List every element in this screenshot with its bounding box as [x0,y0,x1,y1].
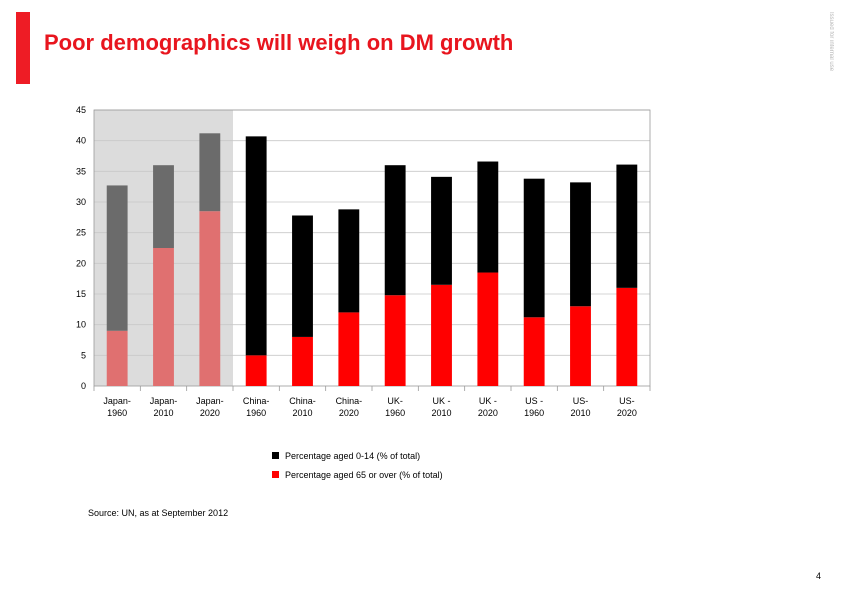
bar-aged-0-14 [570,182,591,307]
x-tick-label: UK - [433,396,451,406]
bar-aged-65-plus [199,211,221,386]
bar-aged-65-plus [477,272,499,386]
y-tick-label: 15 [76,289,86,299]
x-tick-label: 2020 [617,408,637,418]
y-tick-label: 25 [76,228,86,238]
y-tick-label: 20 [76,258,86,268]
bar-aged-0-14 [523,178,545,318]
x-tick-label: 2020 [478,408,498,418]
bar-aged-65-plus [153,248,174,386]
bar-aged-0-14 [245,136,267,356]
bar-aged-0-14 [616,164,638,288]
x-tick-label: 1960 [524,408,544,418]
x-tick-label: 1960 [385,408,405,418]
y-tick-label: 40 [76,136,86,146]
x-tick-label: US- [573,396,589,406]
bar-aged-65-plus [292,336,313,386]
x-tick-label: China- [243,396,270,406]
x-tick-label: UK- [387,396,403,406]
legend-swatch [272,471,279,478]
legend-label: Percentage aged 65 or over (% of total) [285,470,443,480]
bar-aged-65-plus [245,355,267,386]
bar-aged-0-14 [153,165,174,248]
x-tick-label: Japan- [196,396,224,406]
legend-label: Percentage aged 0-14 (% of total) [285,451,420,461]
x-tick-label: US - [525,396,543,406]
y-tick-label: 30 [76,197,86,207]
bars [106,133,638,386]
x-tick-label: Japan- [150,396,178,406]
x-tick-label: China- [336,396,363,406]
bar-aged-0-14 [292,215,313,337]
slide-title: Poor demographics will weigh on DM growt… [44,30,514,55]
y-tick-label: 5 [81,350,86,360]
x-tick-label: China- [289,396,316,406]
x-tick-label: 2020 [339,408,359,418]
bar-aged-65-plus [106,330,128,386]
x-tick-label: 2010 [153,408,173,418]
side-note: Issued for internal use [828,12,834,72]
x-tick-label: 1960 [107,408,127,418]
accent-bar [16,12,30,84]
x-tick-label: US- [619,396,635,406]
bar-aged-65-plus [431,284,452,386]
y-tick-label: 10 [76,320,86,330]
bar-aged-65-plus [338,312,360,386]
x-tick-labels: Japan- 1960 Japan- 2010 Japan- 2020 China- 1960… [103,396,636,418]
x-tick-label: 2010 [292,408,312,418]
bar-aged-0-14 [384,165,406,296]
bar-aged-65-plus [523,317,545,386]
x-tick-label: 2010 [431,408,451,418]
bar-aged-65-plus [616,287,638,386]
x-tick-label: UK - [479,396,497,406]
x-tick-label: 2020 [200,408,220,418]
bar-aged-0-14 [431,176,452,285]
x-tick-label: Japan- [103,396,131,406]
y-tick-label: 45 [76,105,86,115]
page-number: 4 [816,571,822,581]
x-tick-label: 2010 [570,408,590,418]
legend: Percentage aged 0-14 (% of total) Percent… [272,451,443,480]
axes [93,109,651,391]
bar-aged-65-plus [384,295,406,386]
bar-aged-0-14 [338,209,360,313]
bar-aged-0-14 [106,185,128,331]
legend-swatch [272,452,279,459]
y-tick-label: 35 [76,166,86,176]
x-tick-label: 1960 [246,408,266,418]
y-tick-label: 0 [81,381,86,391]
bar-aged-65-plus [570,306,591,386]
bar-aged-0-14 [199,133,221,212]
bar-aged-0-14 [477,161,499,273]
y-tick-labels: 0 5 10 15 20 25 30 35 40 45 [76,105,86,391]
source-note: Source: UN, as at September 2012 [88,508,229,518]
